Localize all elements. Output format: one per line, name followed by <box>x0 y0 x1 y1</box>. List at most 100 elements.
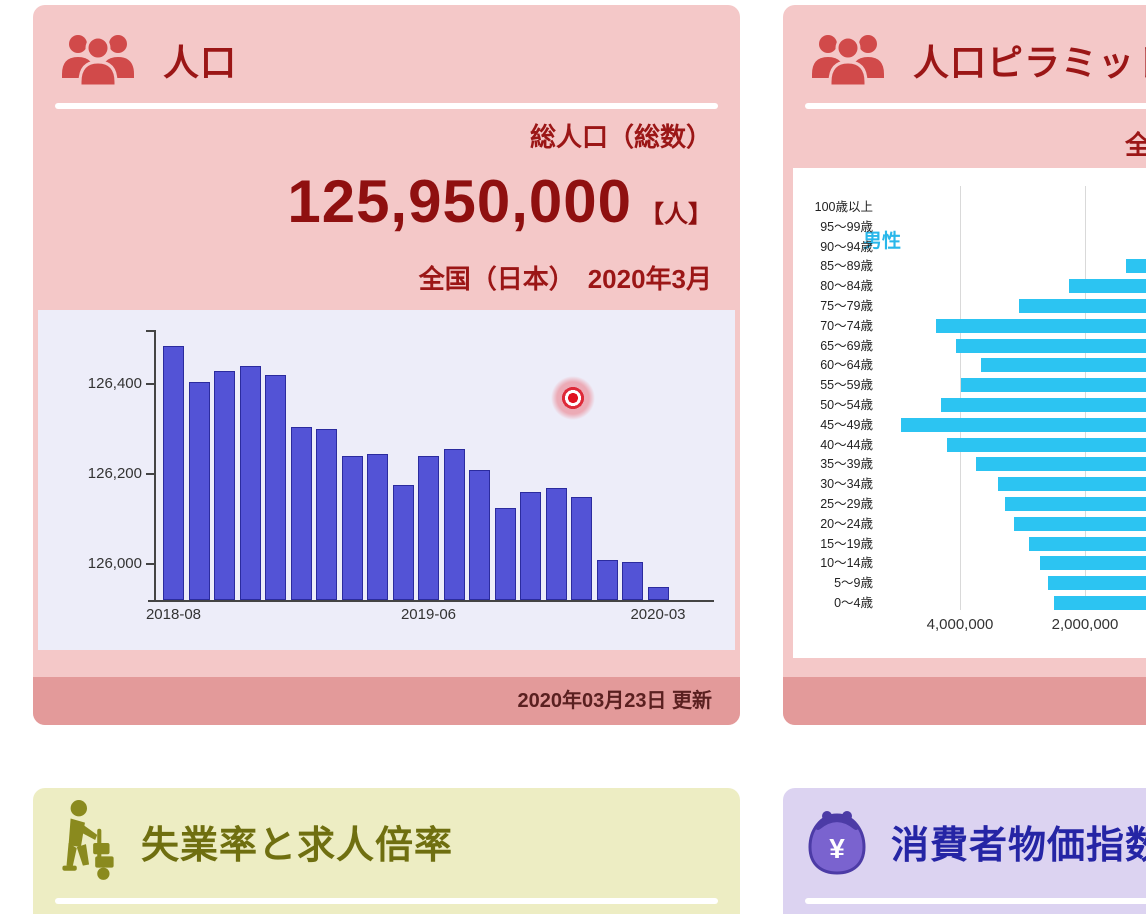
bar-2019-11[interactable] <box>545 487 567 600</box>
y-tick <box>146 563 156 565</box>
age-label: 55～59歳 <box>820 378 873 393</box>
cpi-card: ¥ 消費者物価指数 <box>783 788 1146 914</box>
people-group-icon <box>55 30 141 90</box>
population-pyramid-chart[interactable]: 男性 4,000,000 2,000,000 100歳以上 95～99歳 90～94歳 8… <box>793 168 1146 658</box>
pyramid-bar-45～49歳[interactable] <box>901 417 1146 432</box>
male-series-label: 男性 <box>863 231 902 252</box>
pyramid-bar-65～69歳[interactable] <box>956 338 1146 353</box>
population-unit: 【人】 <box>640 201 712 228</box>
worker-cart-icon <box>55 798 119 884</box>
population-pyramid-card: 人口ピラミッド 全国（日本） 男性 4,000,000 2,000,000 100歳… <box>783 5 1146 725</box>
cpi-card-header: ¥ 消費者物価指数 <box>783 788 1146 884</box>
bar-2019-10[interactable] <box>520 492 541 600</box>
age-label: 5～9歳 <box>834 576 873 591</box>
bar-2019-01[interactable] <box>290 426 312 601</box>
population-metric-label: 総人口（総数） <box>529 122 712 152</box>
pyramid-bar-75～79歳[interactable] <box>1018 299 1146 313</box>
x-tick-label: 4,000,000 <box>926 616 994 633</box>
age-label: 25～29歳 <box>820 497 873 511</box>
population-update-date: 2020年03月23日 更新 <box>517 690 712 712</box>
pyramid-bar-10～14歳[interactable] <box>1040 556 1146 571</box>
pyramid-bar-20～24歳[interactable] <box>1014 516 1146 531</box>
bar-2019-02[interactable] <box>316 429 337 600</box>
bar-2020-01[interactable] <box>596 559 618 600</box>
population-value-row: 125,950,000 【人】 <box>287 167 712 236</box>
unemployment-card: 失業率と求人倍率 <box>33 788 740 914</box>
pyramid-bar-25～29歳[interactable] <box>1005 497 1146 511</box>
pyramid-bar-15～19歳[interactable] <box>1029 536 1146 551</box>
people-group-icon <box>805 30 891 90</box>
divider <box>805 103 1146 109</box>
y-tick <box>146 383 156 385</box>
age-label: 0～4歳 <box>834 596 873 610</box>
bar-2019-06[interactable] <box>418 456 439 600</box>
x-tick-label: 2019-06 <box>400 606 457 623</box>
population-card: 人口 総人口（総数） 125,950,000 【人】 全国（日本） 2020年3… <box>33 5 740 725</box>
pyramid-bar-35～39歳[interactable] <box>975 457 1146 472</box>
x-tick-label: 2018-08 <box>145 606 202 623</box>
pyramid-bar-0～4歳[interactable] <box>1053 596 1146 610</box>
bar-2019-07[interactable] <box>443 449 465 601</box>
age-label: 100歳以上 <box>814 200 873 214</box>
pyramid-bar-70～74歳[interactable] <box>936 318 1146 333</box>
population-bar-chart[interactable]: 126,000 126,200 126,400 2018-08 2019-06 2020-… <box>38 310 735 650</box>
pyramid-bar-85～89歳[interactable] <box>1126 259 1146 274</box>
age-label: 15～19歳 <box>820 536 873 551</box>
pyramid-bar-80～84歳[interactable] <box>1068 279 1146 294</box>
y-axis <box>154 330 156 602</box>
population-scope-line: 全国（日本） 2020年3月 <box>418 264 712 294</box>
pyramid-bar-40～44歳[interactable] <box>946 437 1146 452</box>
age-label: 85～89歳 <box>820 259 873 274</box>
bar-2019-08[interactable] <box>469 469 490 600</box>
purse-icon: ¥ <box>805 799 869 883</box>
bar-2019-09[interactable] <box>494 507 516 601</box>
pyramid-bar-60～64歳[interactable] <box>981 358 1146 373</box>
population-update-strip: 2020年03月23日 更新 <box>33 677 740 725</box>
bar-2019-03[interactable] <box>341 456 363 600</box>
x-tick-label: 2,000,000 <box>1051 616 1119 633</box>
bar-2019-04[interactable] <box>367 453 388 601</box>
age-label: 40～44歳 <box>820 437 873 452</box>
bar-2018-11[interactable] <box>239 366 261 600</box>
population-card-title: 人口 <box>163 42 238 83</box>
age-label: 90～94歳 <box>820 239 873 254</box>
age-label: 60～64歳 <box>820 358 873 373</box>
divider <box>805 898 1146 904</box>
age-label: 45～49歳 <box>820 417 873 432</box>
pyramid-scope-line: 全国（日本） <box>1125 130 1146 160</box>
x-axis <box>148 600 714 602</box>
pyramid-card-title: 人口ピラミッド <box>913 42 1146 83</box>
age-label: 70～74歳 <box>820 318 873 333</box>
pyramid-bar-55～59歳[interactable] <box>960 378 1146 393</box>
pyramid-bar-5～9歳[interactable] <box>1048 576 1146 591</box>
bar-2018-09[interactable] <box>188 381 210 601</box>
bar-2020-03[interactable] <box>647 586 669 600</box>
y-tick <box>146 473 156 475</box>
bar-2018-12[interactable] <box>265 375 286 600</box>
yen-symbol: ¥ <box>829 833 845 864</box>
population-card-header: 人口 <box>33 5 740 93</box>
bar-2018-10[interactable] <box>214 370 235 600</box>
age-label: 95～99歳 <box>820 219 873 234</box>
pyramid-bar-50～54歳[interactable] <box>941 398 1146 412</box>
age-label: 30～34歳 <box>820 477 873 492</box>
pyramid-bar-30～34歳[interactable] <box>997 477 1146 492</box>
bar-2019-05[interactable] <box>392 485 414 601</box>
x-tick-label: 2020-03 <box>630 606 686 623</box>
divider <box>55 898 718 904</box>
unemployment-card-header: 失業率と求人倍率 <box>33 788 740 884</box>
pyramid-update-strip <box>783 677 1146 725</box>
pyramid-card-header: 人口ピラミッド <box>783 5 1146 93</box>
bar-2020-02[interactable] <box>622 561 643 601</box>
y-tick-label: 126,200 <box>87 465 142 482</box>
age-label: 10～14歳 <box>820 556 873 571</box>
age-label: 20～24歳 <box>820 516 873 531</box>
cpi-card-title: 消費者物価指数 <box>891 824 1146 867</box>
age-label: 65～69歳 <box>820 338 873 353</box>
bar-2018-08[interactable] <box>163 345 184 601</box>
age-label: 80～84歳 <box>820 279 873 294</box>
divider <box>55 103 718 109</box>
bar-2019-12[interactable] <box>571 496 592 600</box>
unemployment-card-title: 失業率と求人倍率 <box>141 824 454 867</box>
